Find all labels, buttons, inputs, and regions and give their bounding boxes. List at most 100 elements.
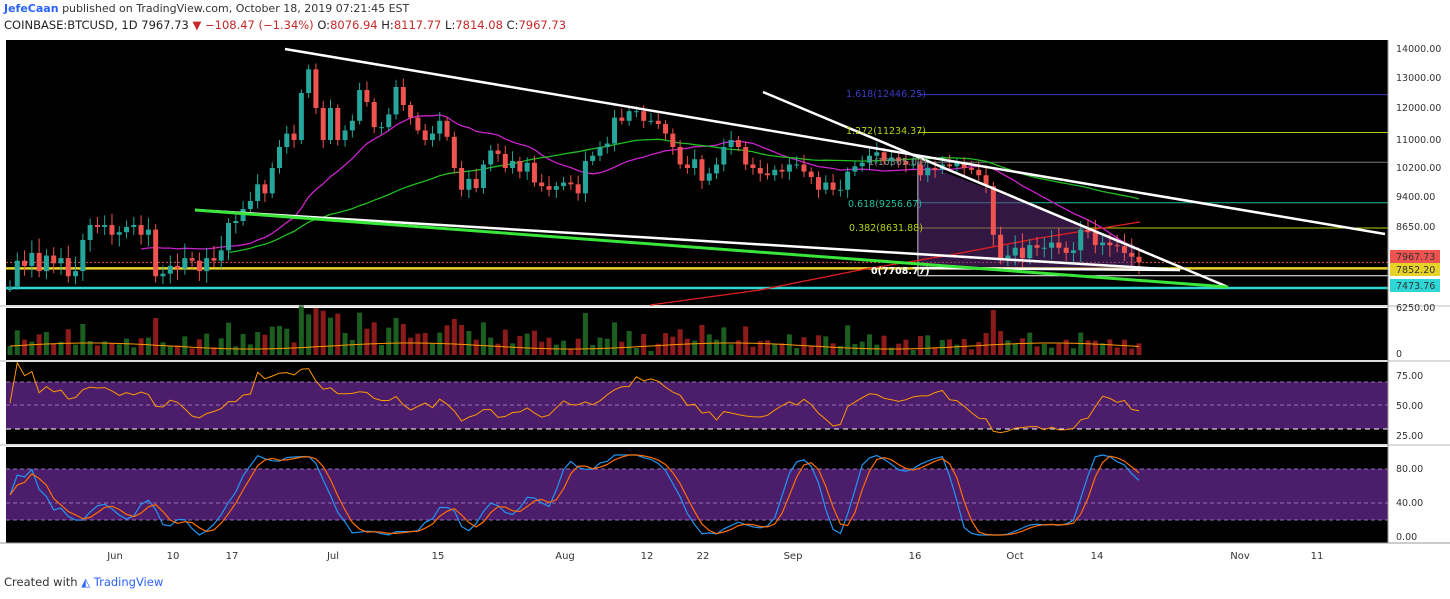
volume-bar [531,330,537,355]
y-tick-label: 25.00 [1396,431,1423,442]
candle-body [663,124,669,134]
candle-body [335,108,341,140]
candle-body [837,189,843,191]
volume-bar [961,339,967,355]
volume-bar [1049,347,1055,355]
x-tick-label: Jul [326,551,339,562]
volume-bar [415,333,421,355]
candle-body [204,258,210,272]
volume-bar [1063,339,1069,355]
volume-bar [327,317,333,355]
candle-body [247,201,253,209]
volume-bar [87,341,93,355]
candle-body [983,175,989,187]
fib-label: 0.382(8631.88) [849,223,923,234]
candle-body [1129,252,1135,257]
candle-body [735,140,741,147]
candle-body [794,164,800,166]
candle-body [1005,255,1011,259]
candle-body [306,69,312,93]
x-tick-label: 11 [1311,551,1324,562]
candle-body [568,182,574,185]
candle-body [357,90,363,121]
volume-bar [116,344,122,355]
candle-body [1114,245,1120,247]
volume-bar [561,340,567,355]
down-arrow-icon: ▼ [192,18,202,32]
volume-bar [22,339,28,355]
candle-body [976,169,982,176]
candle-body [393,87,399,115]
volume-bar [925,335,931,355]
candle-body [954,162,960,167]
candle-body [604,143,610,147]
ma-magenta-line [141,114,1140,250]
candle-body [211,258,217,261]
volume-bar [124,338,130,355]
volume-bar [612,322,618,355]
volume-bar [422,333,428,355]
price-background [6,40,1388,305]
volume-bar [1027,332,1033,355]
volume-bar [633,348,639,355]
y-tick-label: 40.00 [1396,498,1423,509]
volume-bar [284,328,290,355]
volume-bar [1129,348,1135,355]
y-tick-label: 75.00 [1396,371,1423,382]
candle-body [22,260,28,266]
volume-bar [699,325,705,355]
candle-body [1027,245,1033,259]
published-text: published on TradingView.com, October 18… [62,2,410,15]
candle-body [859,162,865,167]
volume-bar [1107,339,1113,355]
price-badge-label: 7967.73 [1396,252,1435,263]
tradingview-brand[interactable]: TradingView [93,575,164,589]
volume-bar [619,341,625,355]
volume-bar [298,305,304,355]
candle-body [262,184,268,194]
candle-body [386,114,392,128]
volume-bar [429,343,435,355]
volume-bar [1085,340,1091,355]
candle-body [327,108,333,140]
volume-bar [954,344,960,355]
tradingview-logo-icon[interactable]: ◭ [81,575,91,589]
candle-body [87,225,93,240]
volume-bar [408,337,414,355]
candle-body [1136,256,1142,263]
volume-bar [655,343,661,355]
candle-body [160,273,166,277]
fib-label: 0(7708.77) [871,266,930,277]
candle-body [896,157,902,161]
candle-body [1107,242,1113,246]
candle-body [73,271,79,277]
volume-bar [757,341,763,355]
volume-bar [801,337,807,355]
candle-body [138,225,144,235]
candle-body [349,120,355,131]
volume-bar [349,340,355,355]
volume-bar [160,342,166,355]
candle-body [808,171,814,178]
volume-bar [451,319,457,355]
fib-label: 0.618(9256.67) [848,199,922,210]
volume-bar [7,346,13,355]
candle-body [400,87,406,105]
candle-body [633,111,639,113]
volume-bar [1136,343,1142,355]
candle-body [437,120,443,134]
close-label: C: [506,18,519,32]
candle-body [881,152,887,161]
author-name[interactable]: JefeCaan [4,2,59,15]
x-tick-label: Nov [1230,551,1250,562]
candle-body [699,159,705,181]
candle-body [145,229,151,235]
candle-body [422,130,428,140]
candle-body [641,111,647,121]
candle-body [175,265,181,269]
candle-body [553,186,559,190]
x-tick-label: Sep [784,551,803,562]
volume-bar [794,348,800,355]
volume-bar [480,322,486,355]
